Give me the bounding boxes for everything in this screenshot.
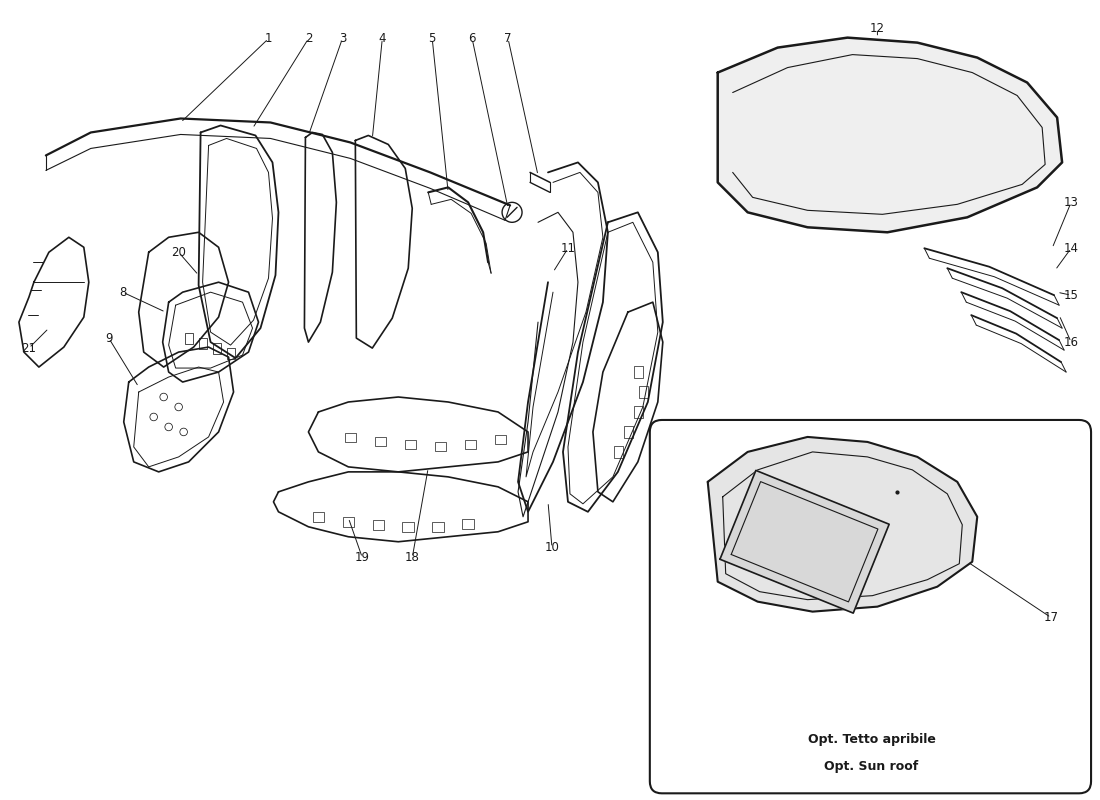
Bar [634,406,642,418]
Bar [624,426,632,438]
Bar [639,386,648,398]
Text: 13: 13 [1064,196,1078,209]
Text: 7: 7 [504,32,512,45]
Text: 2: 2 [305,32,312,45]
Bar [312,512,324,522]
Text: 1: 1 [265,32,272,45]
Text: 4: 4 [378,32,386,45]
Text: 20: 20 [172,246,186,258]
Text: 18: 18 [405,551,420,564]
FancyBboxPatch shape [650,420,1091,794]
Bar [212,342,221,354]
Bar [614,446,623,458]
Text: 14: 14 [1064,242,1079,254]
Bar [405,441,416,450]
Bar [199,338,207,349]
Bar [403,522,414,531]
Text: 5: 5 [429,32,436,45]
Text: 11: 11 [561,242,575,254]
Text: 21: 21 [21,342,36,354]
Text: 19: 19 [355,551,370,564]
Bar [185,333,192,343]
Bar [345,434,355,442]
Polygon shape [707,437,977,612]
Text: 17: 17 [1044,611,1058,624]
Polygon shape [720,470,889,613]
Text: 15: 15 [1064,289,1078,302]
Bar [432,522,444,531]
Bar [375,438,386,446]
Text: Opt. Sun roof: Opt. Sun roof [824,760,918,773]
Bar [464,441,475,450]
Text: 8: 8 [119,286,126,298]
Text: 6: 6 [469,32,476,45]
Bar [434,442,446,451]
Bar [462,519,474,529]
Bar [373,520,384,530]
Bar [227,347,234,358]
Bar [495,435,506,445]
Bar [342,517,354,526]
Text: Opt. Tetto apribile: Opt. Tetto apribile [807,733,935,746]
Text: 3: 3 [339,32,346,45]
Text: 12: 12 [870,22,884,35]
Polygon shape [717,38,1063,232]
Text: 9: 9 [104,332,112,345]
Text: 16: 16 [1064,336,1079,349]
Text: 10: 10 [544,542,560,554]
Bar [634,366,642,378]
